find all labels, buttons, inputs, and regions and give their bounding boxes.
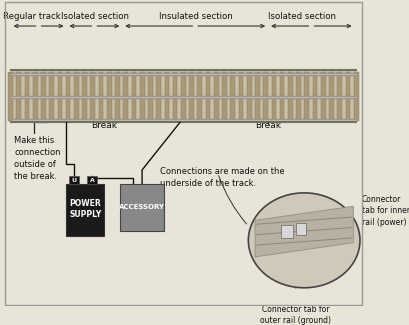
Bar <box>280 225 292 238</box>
Bar <box>33 72 37 121</box>
Bar <box>148 72 153 121</box>
Text: Regular track: Regular track <box>3 12 61 21</box>
Bar <box>222 72 226 121</box>
Text: Make this
connection
outside of
the break.: Make this connection outside of the brea… <box>14 136 61 181</box>
Bar <box>107 72 111 121</box>
Bar <box>49 72 54 121</box>
Text: U: U <box>72 177 77 183</box>
Bar <box>11 71 355 123</box>
Bar <box>353 72 358 121</box>
Bar <box>295 223 306 235</box>
Bar <box>213 72 218 121</box>
Text: Insulated section: Insulated section <box>159 12 232 21</box>
Text: ACCESSORY: ACCESSORY <box>119 204 165 210</box>
Bar <box>263 72 267 121</box>
Bar <box>66 184 104 236</box>
Bar <box>99 72 103 121</box>
Bar <box>246 72 251 121</box>
Text: Connections are made on the
underside of the track.: Connections are made on the underside of… <box>160 167 284 188</box>
Text: POWER
SUPPLY: POWER SUPPLY <box>69 199 101 219</box>
Bar <box>82 72 87 121</box>
Text: Isolated section: Isolated section <box>61 12 129 21</box>
Bar <box>57 72 62 121</box>
Polygon shape <box>254 206 353 257</box>
Bar <box>164 72 169 121</box>
Bar <box>156 72 161 121</box>
Bar <box>172 72 177 121</box>
Text: A: A <box>90 177 94 183</box>
Bar <box>87 176 97 184</box>
Text: Break: Break <box>254 121 281 130</box>
Bar <box>74 72 79 121</box>
Bar <box>123 72 128 121</box>
Bar <box>189 72 193 121</box>
Bar <box>197 72 202 121</box>
Bar <box>90 72 95 121</box>
Text: Break: Break <box>91 121 117 130</box>
Bar <box>271 72 276 121</box>
Bar <box>115 72 119 121</box>
Bar <box>238 72 243 121</box>
Bar <box>8 72 13 121</box>
Bar <box>328 72 333 121</box>
Circle shape <box>248 193 359 288</box>
Bar <box>254 72 259 121</box>
Bar <box>65 72 70 121</box>
Bar <box>16 72 21 121</box>
Text: Isolated section: Isolated section <box>268 12 335 21</box>
Text: Connector tab for
outer rail (ground): Connector tab for outer rail (ground) <box>260 305 330 325</box>
Bar <box>320 72 325 121</box>
Bar <box>41 72 46 121</box>
Bar <box>337 72 341 121</box>
Bar <box>345 72 349 121</box>
Bar <box>230 72 234 121</box>
Bar <box>312 72 317 121</box>
Bar <box>139 72 144 121</box>
Bar <box>180 72 185 121</box>
Text: Connector
tab for inner
rail (power): Connector tab for inner rail (power) <box>361 195 409 227</box>
Bar <box>279 72 284 121</box>
Bar <box>304 72 308 121</box>
Bar <box>205 72 210 121</box>
Bar <box>69 176 79 184</box>
Bar <box>287 72 292 121</box>
Bar <box>296 72 300 121</box>
Bar <box>131 72 136 121</box>
Bar <box>25 72 29 121</box>
Bar <box>120 184 163 231</box>
